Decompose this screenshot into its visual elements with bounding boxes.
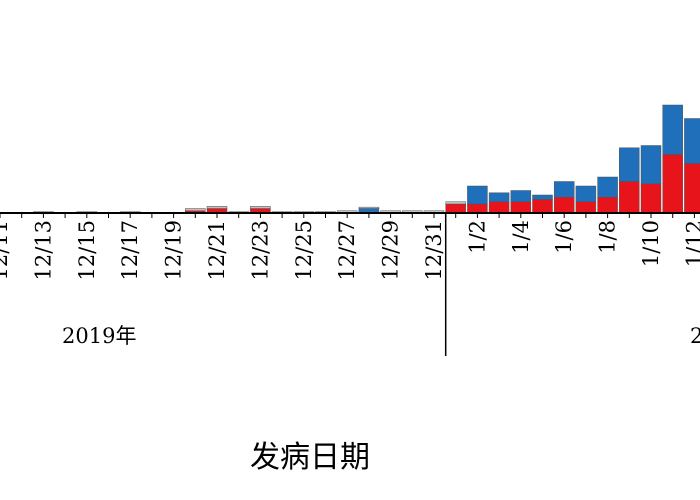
bar-1-2-series-1	[467, 185, 488, 205]
bar-1-10-series-1	[640, 145, 662, 184]
x-tick-label: 1/12	[682, 220, 700, 267]
x-axis-label: 发病日期	[250, 440, 370, 475]
bar-1-1-series-2	[445, 201, 466, 205]
bar-1-11-series-0	[662, 154, 683, 214]
bar-1-6-series-1	[553, 181, 575, 198]
x-tick-label: 12/21	[205, 220, 229, 281]
x-tick-label: 12/25	[292, 220, 316, 281]
year-label-2019: 2019年	[62, 324, 136, 348]
year-label-2020: 2	[690, 324, 700, 348]
bar-1-4-series-0	[510, 201, 532, 214]
bar-1-5-series-0	[532, 199, 553, 214]
bar-1-6-series-0	[553, 197, 575, 214]
bar-12-20-series-2	[185, 208, 206, 211]
bar-1-10-series-0	[640, 183, 662, 214]
x-tick-label: 12/13	[31, 220, 55, 281]
bar-1-9-series-1	[619, 147, 640, 182]
axes-group	[0, 212, 700, 356]
x-tick-label: 1/10	[639, 220, 663, 267]
x-tick-label: 12/27	[335, 220, 359, 281]
bar-12-23-series-2	[250, 206, 271, 209]
x-tick-label: 12/11	[0, 220, 12, 281]
x-tick-label: 12/23	[248, 220, 272, 281]
tick-labels-group: 12/11 12/13 12/15 12/17 12/19 12/21 12/23 12/25…	[0, 220, 700, 281]
bar-1-9-series-0	[619, 181, 640, 214]
bar-1-3-series-0	[488, 201, 510, 214]
bar-1-12-series-0	[684, 163, 700, 214]
bar-1-8-series-1	[597, 176, 618, 198]
x-tick-label: 12/19	[162, 220, 186, 281]
bar-12-21-series-2	[206, 206, 228, 209]
x-tick-label: 12/29	[379, 220, 403, 281]
x-tick-label: 12/15	[75, 220, 99, 281]
bar-1-7-series-1	[575, 185, 597, 202]
x-tick-label: 1/6	[552, 220, 576, 254]
bar-1-5-series-1	[532, 194, 553, 200]
bar-1-2-series-0	[467, 203, 488, 214]
x-tick-label: 12/31	[422, 220, 446, 281]
bar-1-7-series-0	[575, 201, 597, 214]
bar-1-8-series-0	[597, 197, 618, 214]
bar-1-1-series-0	[445, 203, 466, 214]
x-tick-label: 1/4	[509, 220, 533, 254]
bar-1-4-series-1	[510, 190, 532, 202]
bar-1-12-series-1	[684, 118, 700, 164]
bar-1-3-series-1	[488, 192, 510, 202]
x-tick-label: 1/2	[465, 220, 489, 254]
x-tick-label: 12/17	[118, 220, 142, 281]
x-tick-label: 1/8	[596, 220, 620, 254]
bar-1-11-series-1	[662, 104, 683, 155]
bars-group	[33, 104, 700, 214]
bar-12-28-series-2	[358, 206, 380, 209]
